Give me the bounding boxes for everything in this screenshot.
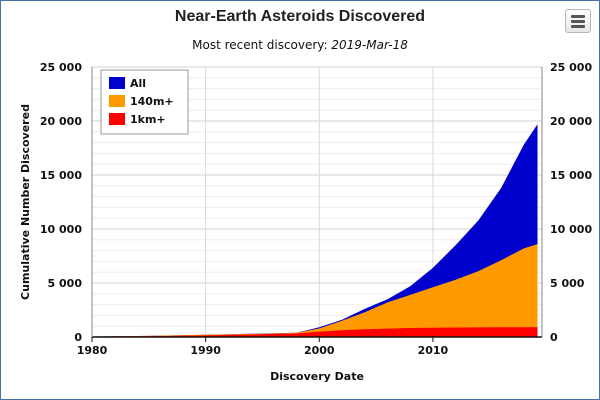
legend-swatch-all [109, 77, 125, 89]
chart-title: Near-Earth Asteroids Discovered [174, 8, 426, 25]
series-areas [92, 124, 538, 337]
x-axis-title: Discovery Date [270, 370, 364, 383]
y-tick-label-left: 0 [74, 331, 82, 344]
y-tick-label-right: 25 000 [550, 61, 592, 74]
y-tick-label-left: 15 000 [40, 169, 82, 182]
series-area-140m [92, 244, 538, 337]
series-area-1km [92, 327, 538, 337]
legend-swatch-140m [109, 95, 125, 107]
x-tick-label: 2010 [418, 344, 449, 357]
y-tick-label-left: 5 000 [48, 277, 83, 290]
y-tick-label-right: 0 [550, 331, 558, 344]
series-area-all [92, 124, 538, 337]
legend-label-140m: 140m+ [130, 95, 174, 108]
y-tick-label-right: 20 000 [550, 115, 592, 128]
x-tick-label: 1990 [190, 344, 221, 357]
legend: All 140m+ 1km+ [100, 69, 189, 135]
y-tick-label-left: 20 000 [40, 115, 82, 128]
y-tick-label-right: 5 000 [550, 277, 585, 290]
subtitle-date: 2019-Mar-18 [331, 38, 408, 52]
x-tick-label: 1980 [77, 344, 108, 357]
y-tick-label-left: 10 000 [40, 223, 82, 236]
subtitle-prefix: Most recent discovery: [192, 38, 332, 52]
y-tick-label-right: 10 000 [550, 223, 592, 236]
legend-label-all: All [130, 77, 146, 90]
x-tick-label: 2000 [304, 344, 335, 357]
y-tick-label-right: 15 000 [550, 169, 592, 182]
chart-menu-button[interactable] [565, 9, 591, 33]
legend-label-1km: 1km+ [130, 113, 166, 126]
y-tick-label-left: 25 000 [40, 61, 82, 74]
tick-labels: 0 0 5 000 5 000 10 000 10 000 15 000 15 000 20 0… [40, 61, 593, 357]
y-axis-title: Cumulative Number Discovered [19, 104, 32, 300]
chart-subtitle: Most recent discovery: 2019-Mar-18 [0, 38, 600, 52]
axes [91, 67, 543, 338]
legend-swatch-1km [109, 113, 125, 125]
